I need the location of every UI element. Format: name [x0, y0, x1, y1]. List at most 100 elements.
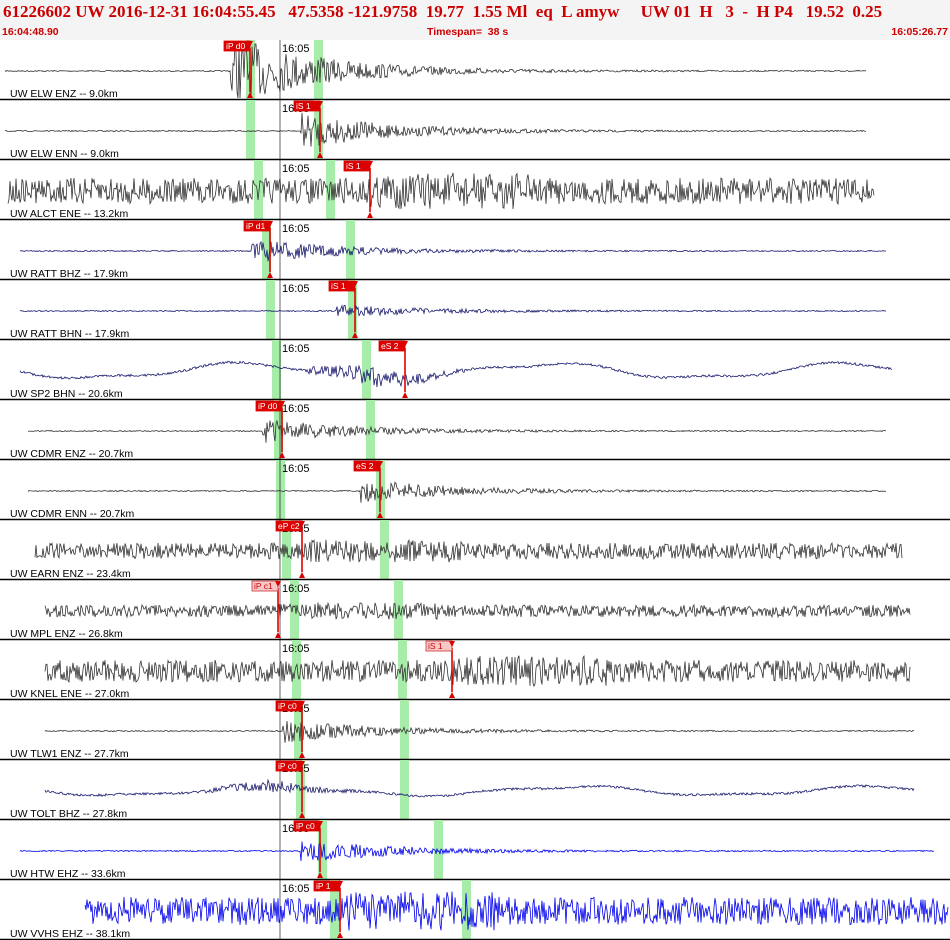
pick-arrow-up-icon [275, 632, 281, 638]
pick-label[interactable]: iP c0 [296, 821, 315, 831]
pick-arrow-up-icon [317, 872, 323, 878]
pick-arrow-up-icon [299, 752, 305, 758]
station-label: UW ELW ENZ -- 9.0km [10, 88, 118, 100]
timespan-label: Timespan= 38 s [427, 26, 509, 38]
seismogram-panel[interactable]: 16:05 iP d0 UW ELW ENZ -- 9.0km 16:05 iS 1 UW… [0, 40, 950, 940]
p-window [292, 640, 301, 700]
pick-arrow-down-icon [367, 161, 373, 167]
channel-row[interactable]: 16:05 iP 1 UW VVHS EHZ -- 38.1km [0, 880, 950, 940]
minute-tick-label: 16:05 [282, 463, 310, 475]
channel-row[interactable]: 16:05 iS 1 UW ALCT ENE -- 13.2km [0, 160, 950, 221]
station-label: UW ALCT ENE -- 13.2km [10, 208, 129, 220]
p-window [294, 700, 303, 760]
pick-label[interactable]: iP c0 [278, 761, 297, 771]
minute-tick-label: 16:05 [282, 883, 310, 895]
pick-label[interactable]: eS 2 [381, 341, 399, 351]
minute-tick-label: 16:05 [282, 643, 310, 655]
pick-label[interactable]: iS 1 [296, 101, 311, 111]
pick-label[interactable]: eS 2 [356, 461, 374, 471]
station-label: UW CDMR ENZ -- 20.7km [10, 448, 133, 460]
pick-arrow-down-icon [377, 461, 383, 467]
pick-arrow-down-icon [279, 401, 285, 407]
pick-arrow-down-icon [299, 701, 305, 707]
s-window [462, 880, 471, 940]
pick-arrow-down-icon [299, 761, 305, 767]
waveform-trace [44, 778, 915, 798]
pick-arrow-up-icon [449, 692, 455, 698]
station-label: UW RATT BHN -- 17.9km [10, 328, 129, 340]
waveform-trace [19, 240, 887, 262]
p-window [266, 280, 275, 340]
pick-arrow-up-icon [299, 812, 305, 818]
channel-row[interactable]: 16:05 iP d0 UW CDMR ENZ -- 20.7km [0, 400, 950, 461]
waveform-trace [44, 601, 911, 620]
s-window [346, 220, 355, 280]
s-window [314, 40, 323, 100]
s-window [362, 340, 371, 400]
station-label: UW CDMR ENN -- 20.7km [10, 508, 135, 520]
channel-row[interactable]: 16:05 iP d0 UW ELW ENZ -- 9.0km [0, 40, 950, 101]
s-window [366, 400, 375, 460]
minute-tick-label: 16:05 [282, 403, 310, 415]
pick-arrow-up-icon [367, 212, 373, 218]
pick-arrow-up-icon [377, 512, 383, 518]
station-label: UW MPL ENZ -- 26.8km [10, 628, 123, 640]
pick-arrow-up-icon [352, 332, 358, 338]
channel-row[interactable]: 16:05 iS 1 UW KNEL ENE -- 27.0km [0, 640, 950, 701]
pick-arrow-down-icon [402, 341, 408, 347]
minute-tick-label: 16:05 [282, 43, 310, 55]
pick-label[interactable]: iP d1 [246, 221, 265, 231]
pick-label[interactable]: iP d0 [226, 41, 245, 51]
station-label: UW KNEL ENE -- 27.0km [10, 688, 129, 700]
waveform-trace [7, 172, 875, 210]
pick-arrow-up-icon [247, 92, 253, 98]
event-title: 61226602 UW 2016-12-31 16:04:55.45 47.53… [3, 2, 883, 21]
pick-arrow-down-icon [352, 281, 358, 287]
p-window [274, 400, 283, 460]
p-window [318, 820, 327, 880]
waveform-trace [44, 654, 911, 688]
pick-label[interactable]: iP d0 [258, 401, 277, 411]
pick-arrow-down-icon [317, 101, 323, 107]
channel-row[interactable]: 16:05 iP c1 UW MPL ENZ -- 26.8km [0, 580, 950, 641]
waveform-trace [34, 539, 903, 563]
channel-row[interactable]: 16:05 iP d1 UW RATT BHZ -- 17.9km [0, 220, 950, 281]
pick-arrow-up-icon [317, 152, 323, 158]
p-window [290, 580, 299, 640]
pick-arrow-down-icon [267, 221, 273, 227]
pick-arrow-up-icon [267, 272, 273, 278]
station-label: UW TOLT BHZ -- 27.8km [10, 808, 127, 820]
waveform-trace [19, 360, 893, 388]
channel-row[interactable]: 16:05 iS 1 UW RATT BHN -- 17.9km [0, 280, 950, 341]
station-label: UW EARN ENZ -- 23.4km [10, 568, 131, 580]
channel-row[interactable]: 16:05 eS 2 UW SP2 BHN -- 20.6km [0, 340, 950, 401]
waveform-trace [27, 481, 887, 503]
pick-arrow-down-icon [337, 881, 343, 887]
start-time: 16:04:48.90 [2, 26, 59, 38]
station-label: UW RATT BHZ -- 17.9km [10, 268, 128, 280]
minute-tick-label: 16:05 [282, 283, 310, 295]
pick-label[interactable]: iP c1 [254, 581, 273, 591]
s-window [400, 760, 409, 820]
minute-tick-label: 16:05 [282, 223, 310, 235]
pick-arrow-down-icon [247, 41, 253, 47]
pick-label[interactable]: iS 1 [428, 641, 443, 651]
pick-label[interactable]: iS 1 [331, 281, 346, 291]
station-label: UW HTW EHZ -- 33.6km [10, 868, 126, 880]
pick-label[interactable]: iS 1 [346, 161, 361, 171]
header-bar: 61226602 UW 2016-12-31 16:04:55.45 47.53… [0, 0, 950, 40]
end-time: 16:05:26.77 [891, 26, 948, 38]
pick-label[interactable]: iP c0 [278, 701, 297, 711]
pick-label[interactable]: iP 1 [316, 881, 331, 891]
pick-label[interactable]: eP c2 [278, 521, 300, 531]
station-label: UW ELW ENN -- 9.0km [10, 148, 119, 160]
minute-tick-label: 16:05 [282, 163, 310, 175]
channel-row[interactable]: 16:05 eS 2 UW CDMR ENN -- 20.7km [0, 460, 950, 521]
pick-arrow-up-icon [279, 452, 285, 458]
waveform-trace [19, 304, 887, 317]
